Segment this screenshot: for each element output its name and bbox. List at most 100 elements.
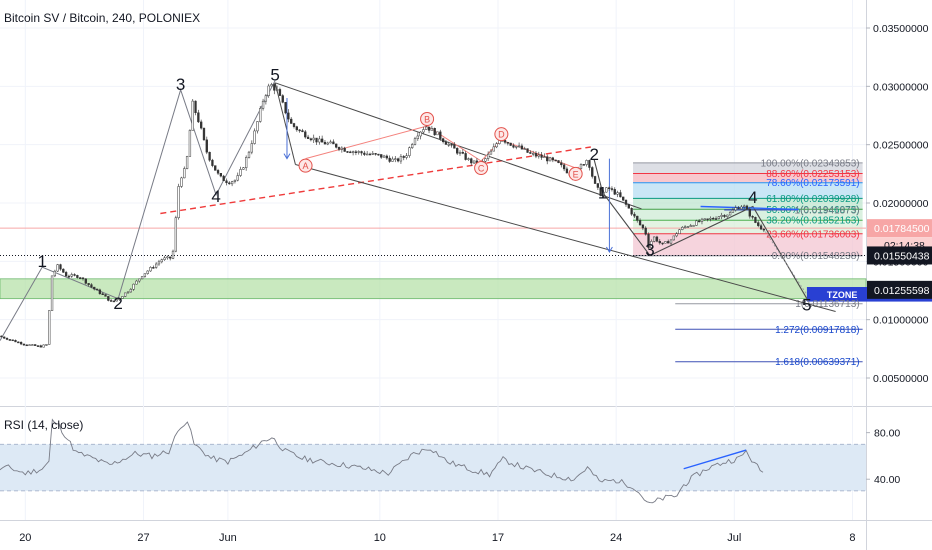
candle-body (672, 235, 675, 241)
candle-body (166, 256, 169, 259)
candle-body (712, 217, 715, 220)
candle-body (731, 209, 735, 213)
candle-body (627, 204, 630, 209)
trendline-drawings[interactable] (0, 80, 866, 341)
candle-body (526, 148, 529, 153)
fib-level-label: 38.20%(0.01852163) (766, 216, 859, 227)
candle-body (695, 220, 698, 226)
candle-body (216, 170, 220, 174)
candle-body (135, 280, 138, 285)
candle-body (188, 130, 192, 157)
candle-body (585, 160, 588, 165)
fib-zone (633, 233, 863, 256)
candle-body (225, 180, 228, 184)
elliott-wave-label: 3 (176, 75, 185, 94)
candle-body (0, 335, 3, 338)
last-price-badge (867, 219, 932, 238)
support-zone (0, 278, 867, 300)
elliott-wave-label: 1 (598, 183, 607, 202)
candle-body (554, 159, 557, 162)
candle-body (605, 187, 608, 193)
candle-body (543, 156, 546, 158)
candle-body (613, 189, 616, 195)
price-badge-label: 0.01255598 (874, 285, 930, 297)
candle-body (118, 298, 121, 300)
time-axis-label: Jun (219, 532, 237, 544)
candle-body (689, 225, 692, 227)
candle-body (228, 182, 231, 185)
fib-level-label: 78.60%(0.02173591) (766, 178, 859, 189)
candle-body (36, 345, 40, 347)
candle-body (53, 270, 57, 277)
price-axis[interactable]: 0.03500000 0.03000000 0.02500000 0.02000000… (866, 23, 932, 486)
candle-body (411, 144, 414, 148)
candle-body (540, 154, 543, 158)
candle-body (593, 176, 597, 184)
candle-body (25, 344, 28, 347)
candle-body (22, 343, 26, 346)
candle-body (233, 179, 237, 182)
time-axis[interactable]: 20 27 Jun 10 17 24 Jul 8 (19, 532, 855, 544)
elliott-wave-label: 5 (270, 66, 279, 85)
candle-body (419, 131, 422, 137)
candle-body (343, 147, 346, 152)
candle-body (596, 183, 600, 188)
candle-body (396, 158, 400, 162)
corrective-wave-label: D (498, 130, 505, 140)
candle-body (50, 275, 54, 311)
candle-body (115, 299, 118, 302)
fibonacci-retracement[interactable]: 100.00%(0.02343853)88.60%(0.02253153)78.… (633, 158, 863, 262)
candle-body (562, 164, 566, 170)
candle-body (239, 169, 242, 176)
time-axis-label: 17 (492, 532, 504, 544)
candle-body (757, 222, 760, 226)
candle-body (467, 158, 470, 160)
candle-body (658, 241, 661, 244)
arrow-head-icon (605, 246, 613, 253)
candle-body (8, 339, 11, 341)
channel-edge (274, 82, 296, 165)
candle-body (11, 339, 14, 342)
candle-body (146, 270, 149, 274)
candlestick-series (0, 82, 766, 348)
price-axis-label: 0.03000000 (873, 81, 929, 93)
candle-body (312, 137, 315, 141)
candle-body (301, 130, 304, 133)
candle-body (470, 158, 473, 164)
candle-body (664, 241, 667, 244)
candle-body (320, 138, 324, 143)
candle-body (48, 310, 51, 345)
rsi-series (0, 418, 866, 504)
candle-body (484, 158, 487, 162)
candle-body (357, 151, 360, 153)
candle-body (306, 136, 310, 139)
candle-body (284, 102, 287, 114)
candle-body (388, 157, 391, 162)
candle-body (717, 216, 721, 219)
candle-body (565, 168, 569, 174)
corrective-wave-label: B (424, 115, 430, 125)
candle-body (219, 173, 223, 177)
candle-body (56, 264, 59, 272)
candle-body (638, 220, 642, 226)
candle-body (309, 138, 313, 141)
symbol-title: Bitcoin SV / Bitcoin, 240, POLONIEX (4, 11, 200, 25)
last-price-label: 0.01784500 (874, 223, 930, 235)
rsi-axis-label: 80.00 (874, 428, 900, 440)
candle-body (622, 196, 625, 201)
candle-body (163, 257, 166, 260)
candle-body (503, 140, 507, 143)
candle-body (652, 236, 656, 242)
candle-body (349, 151, 352, 154)
time-axis-label: Jul (727, 532, 741, 544)
candle-body (273, 84, 276, 91)
candle-body (332, 141, 335, 145)
candle-body (453, 144, 456, 149)
candle-body (641, 224, 645, 229)
candle-body (737, 207, 740, 210)
candle-body (129, 289, 132, 293)
candle-body (90, 284, 93, 288)
elliott-wave-label: 1 (37, 252, 46, 271)
fibonacci-extension[interactable]: 1(0.01136713) 1.272(0.00917818) 1.618(0.00… (675, 205, 863, 368)
candle-body (458, 151, 462, 154)
